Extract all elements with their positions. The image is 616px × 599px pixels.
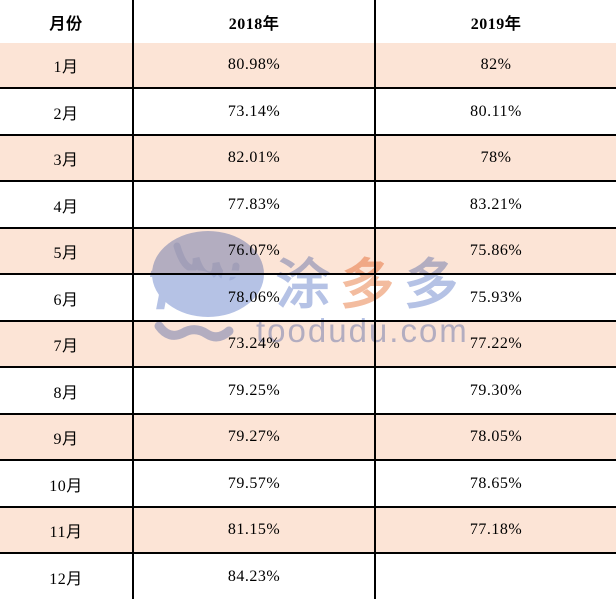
value-2019-cell: 78%	[374, 133, 616, 183]
table-row: 5月 76.07% 75.86%	[0, 226, 616, 276]
value-2019-cell: 75.93%	[374, 273, 616, 322]
table-row: 9月 79.27% 78.05%	[0, 412, 616, 462]
month-cell: 10月	[0, 459, 134, 508]
month-cell: 5月	[0, 226, 134, 276]
table-row: 6月 78.06% 75.93%	[0, 273, 616, 322]
month-cell: 2月	[0, 87, 134, 136]
value-2018-cell: 73.24%	[132, 319, 376, 369]
month-cell: 4月	[0, 180, 134, 229]
month-cell: 7月	[0, 319, 134, 369]
value-2019-cell: 77.22%	[374, 319, 616, 369]
value-2018-cell: 79.27%	[132, 412, 376, 462]
value-2019-cell: 78.05%	[374, 412, 616, 462]
value-2018-cell: 79.25%	[132, 366, 376, 415]
value-2019-cell: 79.30%	[374, 366, 616, 415]
table-row: 3月 82.01% 78%	[0, 133, 616, 183]
value-2018-cell: 79.57%	[132, 459, 376, 508]
value-2019-cell: 75.86%	[374, 226, 616, 276]
header-month: 月份	[0, 0, 134, 43]
table-row: 7月 73.24% 77.22%	[0, 319, 616, 369]
value-2019-cell: 80.11%	[374, 87, 616, 136]
header-row: 月份 2018年 2019年	[0, 0, 616, 43]
month-cell: 8月	[0, 366, 134, 415]
table-row: 2月 73.14% 80.11%	[0, 87, 616, 136]
value-2018-cell: 77.83%	[132, 180, 376, 229]
value-2018-cell: 76.07%	[132, 226, 376, 276]
month-cell: 6月	[0, 273, 134, 322]
value-2018-cell: 78.06%	[132, 273, 376, 322]
month-cell: 1月	[0, 43, 134, 90]
table-row: 1月 80.98% 82%	[0, 43, 616, 90]
value-2019-cell	[374, 552, 616, 599]
table-row: 4月 77.83% 83.21%	[0, 180, 616, 229]
month-cell: 12月	[0, 552, 134, 599]
value-2019-cell: 77.18%	[374, 505, 616, 555]
month-cell: 9月	[0, 412, 134, 462]
table-row: 12月 84.23%	[0, 552, 616, 599]
table-row: 8月 79.25% 79.30%	[0, 366, 616, 415]
header-2019: 2019年	[374, 0, 616, 43]
value-2019-cell: 78.65%	[374, 459, 616, 508]
month-cell: 3月	[0, 133, 134, 183]
value-2018-cell: 84.23%	[132, 552, 376, 599]
month-cell: 11月	[0, 505, 134, 555]
header-2018: 2018年	[132, 0, 376, 43]
value-2018-cell: 81.15%	[132, 505, 376, 555]
value-2019-cell: 82%	[374, 43, 616, 90]
value-2018-cell: 82.01%	[132, 133, 376, 183]
value-2018-cell: 73.14%	[132, 87, 376, 136]
value-2019-cell: 83.21%	[374, 180, 616, 229]
table-row: 11月 81.15% 77.18%	[0, 505, 616, 555]
table-row: 10月 79.57% 78.65%	[0, 459, 616, 508]
value-2018-cell: 80.98%	[132, 43, 376, 90]
